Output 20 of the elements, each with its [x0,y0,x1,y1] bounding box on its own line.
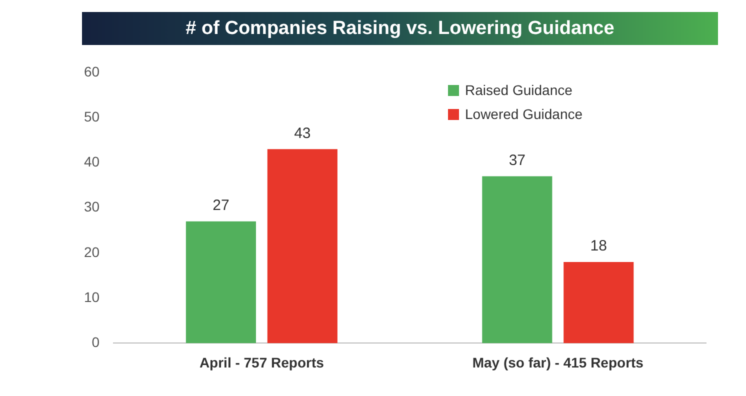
y-tick-label: 40 [84,154,100,170]
chart-title: # of Companies Raising vs. Lowering Guidance [82,12,718,45]
data-label: 27 [212,196,230,214]
data-label: 43 [294,124,311,142]
x-tick-label: April - 757 Reports [199,354,324,370]
y-tick-label: 50 [84,108,100,124]
bar [267,149,338,344]
y-tick-label: 0 [92,334,100,350]
y-tick-label: 10 [84,288,100,305]
legend-label: Raised Guidance [465,82,572,98]
y-tick-label: 30 [84,198,100,215]
legend-label: Lowered Guidance [465,106,583,122]
data-label: 18 [590,238,607,255]
y-tick-label: 20 [84,244,100,260]
y-tick-label: 60 [84,63,100,80]
bar [482,176,552,344]
x-tick-label: May (so far) - 415 Reports [472,354,644,370]
data-label: 37 [508,152,526,169]
bar [564,262,634,344]
bar [186,221,256,344]
